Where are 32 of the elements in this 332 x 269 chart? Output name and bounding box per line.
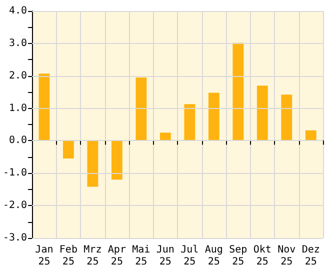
bar: [184, 104, 196, 141]
bar: [160, 132, 171, 141]
x-tick-label: Nov 25: [278, 244, 296, 268]
x-tick-label: Apr 25: [108, 244, 126, 268]
x-tick-label: Mai 25: [132, 244, 150, 268]
bar: [281, 94, 292, 141]
bar: [232, 42, 244, 141]
x-tick-label: Aug 25: [204, 244, 223, 268]
x-tick-label: Mrz 25: [84, 244, 102, 268]
x-tick-label: Okt 25: [253, 244, 272, 268]
y-tick-label: 4.0: [9, 6, 28, 16]
y-tick-label: 3.0: [9, 38, 28, 49]
y-tick-label: 2.0: [9, 70, 28, 82]
bar: [136, 77, 147, 141]
x-tick-label: Feb 25: [59, 244, 78, 268]
y-tick-label: 1.0: [9, 102, 28, 114]
y-tick-label: -3.0: [2, 232, 28, 244]
bar: [62, 140, 74, 159]
y-tick-label: -2.0: [2, 200, 28, 212]
x-tick-label: Dez 25: [302, 244, 320, 268]
x-tick-label: Jan 25: [35, 244, 54, 268]
bar: [305, 130, 316, 141]
bar: [256, 86, 268, 141]
x-tick-label: Sep 25: [229, 244, 248, 268]
x-tick-label: Jul 25: [180, 244, 199, 268]
y-tick-label: -1.0: [2, 168, 28, 179]
y-tick-label: 0.0: [9, 135, 28, 146]
bar: [38, 74, 50, 141]
bar: [87, 140, 98, 187]
bar: [111, 140, 122, 180]
bar: [208, 92, 220, 141]
x-tick-label: Jun 25: [156, 244, 174, 268]
